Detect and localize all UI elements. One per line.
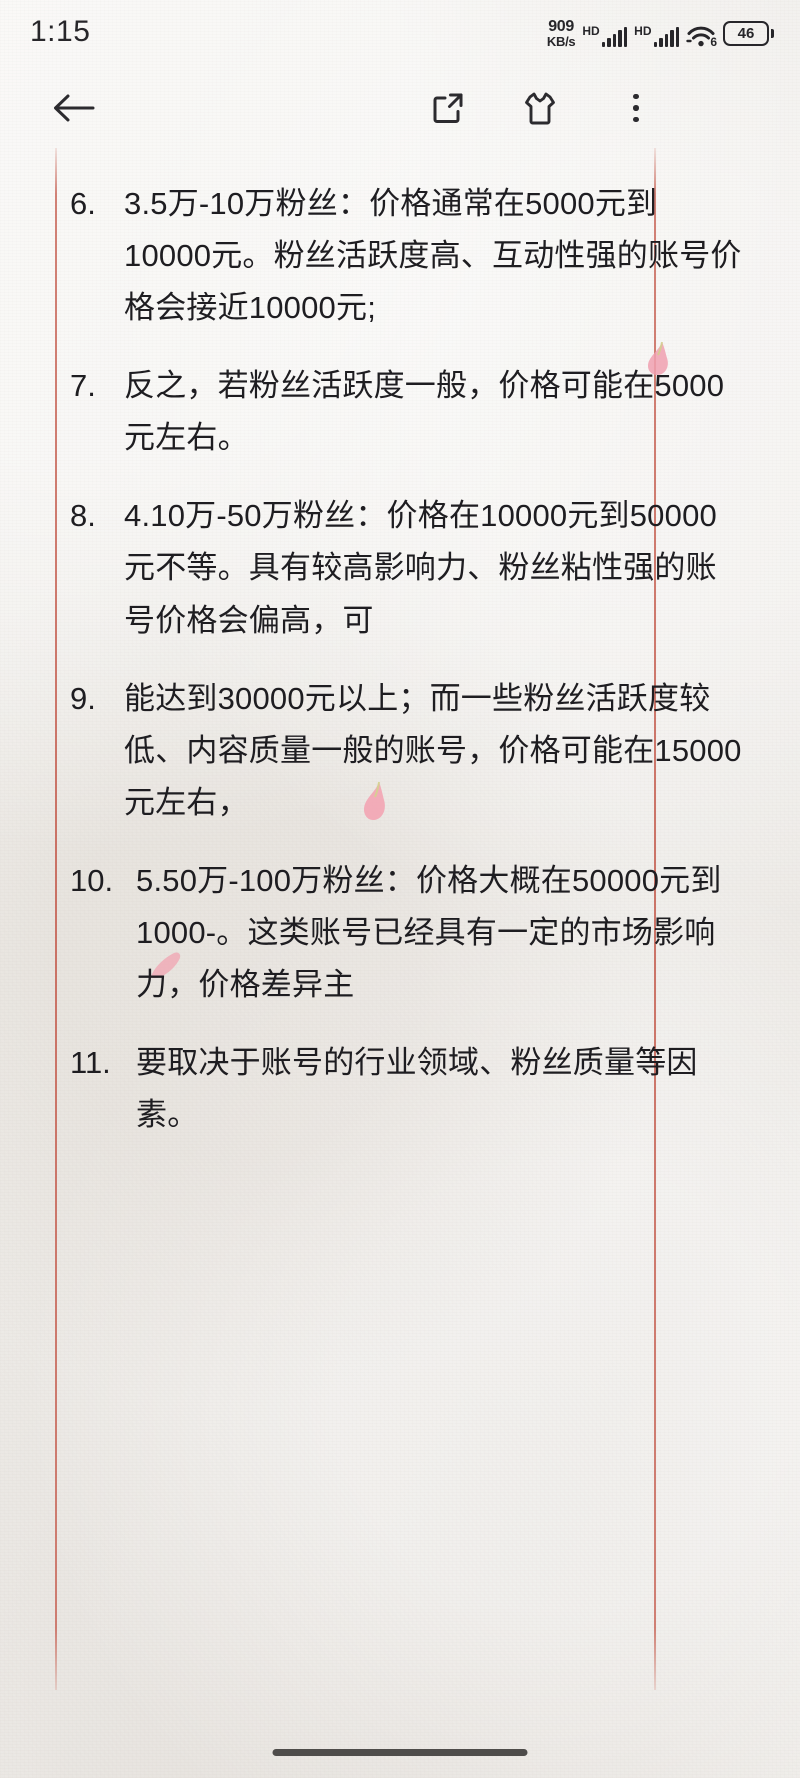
list-item-number: 6. [70, 186, 96, 221]
sim2-signal-indicator: HD [634, 23, 679, 47]
list-item: 10. 5.50万-100万粉丝：价格大概在50000元到1000-。这类账号已… [70, 855, 742, 1011]
list-item-number: 8. [70, 498, 96, 534]
network-speed-unit: KB/s [546, 33, 576, 49]
list-item-number: 11. [70, 1045, 111, 1081]
status-bar-indicators: 909 KB/s HD HD 6 46 [546, 17, 774, 49]
sim1-hd-label: HD [582, 23, 600, 38]
document-content-area: 6. 3.5万-10万粉丝：价格通常在5000元到10000元。粉丝活跃度高、互… [0, 148, 800, 1690]
network-speed-value: 909 [548, 17, 574, 35]
sim2-hd-label: HD [634, 23, 652, 38]
list-item-text: 要取决于账号的行业领域、粉丝质量等因素。 [136, 1045, 698, 1133]
list-item-number: 9. [70, 680, 96, 716]
wifi-indicator: 6 [686, 24, 717, 49]
more-vertical-dots-icon [633, 93, 639, 123]
list-item: 7. 反之，若粉丝活跃度一般，价格可能在5000元左右。 [70, 360, 742, 464]
more-options-button[interactable] [608, 80, 664, 136]
sim1-signal-indicator: HD [582, 23, 628, 47]
signal-bars-icon [601, 26, 628, 47]
arrow-left-icon [54, 94, 95, 122]
list-item: 11. 要取决于账号的行业领域、粉丝质量等因素。 [70, 1037, 742, 1141]
network-speed-indicator: 909 KB/s [546, 17, 576, 49]
battery-percent-label: 46 [737, 24, 755, 42]
t-shirt-icon [525, 92, 555, 125]
share-button[interactable] [420, 80, 476, 136]
battery-cap [771, 28, 774, 38]
app-toolbar [0, 64, 800, 152]
theme-shirt-button[interactable] [512, 80, 568, 136]
wifi-generation-label: 6 [710, 34, 717, 49]
status-bar: 1:15 909 KB/s HD HD 6 [0, 0, 800, 64]
numbered-list: 6. 3.5万-10万粉丝：价格通常在5000元到10000元。粉丝活跃度高、互… [70, 178, 742, 1141]
status-bar-clock: 1:15 [30, 15, 91, 48]
home-indicator-bar[interactable] [272, 1749, 528, 1756]
list-item-text: 能达到30000元以上；而一些粉丝活跃度较低、内容质量一般的账号，价格可能在15… [124, 680, 742, 820]
signal-bars-icon [653, 26, 679, 47]
list-item: 9. 能达到30000元以上；而一些粉丝活跃度较低、内容质量一般的账号，价格可能… [70, 673, 742, 829]
back-button[interactable] [46, 80, 102, 136]
list-item-text: 反之，若粉丝活跃度一般，价格可能在5000元左右。 [124, 368, 725, 456]
list-item-number: 10. [70, 862, 114, 898]
share-external-link-icon [433, 93, 463, 123]
list-item-text: 5.50万-100万粉丝：价格大概在50000元到1000-。这类账号已经具有一… [136, 862, 722, 1003]
list-item: 6. 3.5万-10万粉丝：价格通常在5000元到10000元。粉丝活跃度高、互… [70, 178, 742, 334]
battery-body: 46 [723, 20, 769, 46]
list-item-text: 3.5万-10万粉丝：价格通常在5000元到10000元。粉丝活跃度高、互动性强… [124, 186, 742, 326]
list-item-number: 7. [70, 368, 96, 404]
list-item: 8. 4.10万-50万粉丝：价格在10000元到50000元不等。具有较高影响… [70, 490, 742, 646]
list-item-text: 4.10万-50万粉丝：价格在10000元到50000元不等。具有较高影响力、粉… [124, 498, 717, 638]
battery-icon: 46 [723, 20, 774, 46]
